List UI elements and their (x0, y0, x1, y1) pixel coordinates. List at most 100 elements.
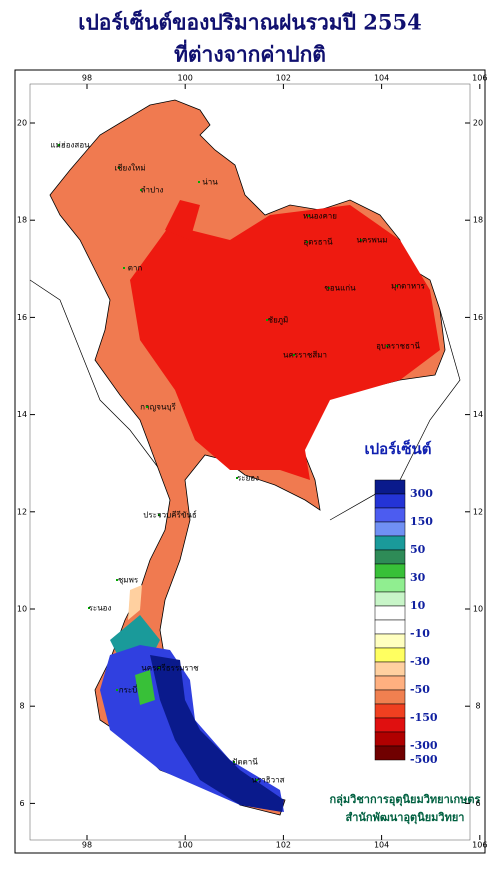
legend-label: 300 (410, 487, 433, 500)
station-dot (58, 144, 60, 146)
lon-tick-label: 98 (82, 841, 92, 850)
region-green (135, 670, 155, 705)
place-label: นราธิวาส (251, 776, 284, 785)
place-label: กาญจนบุรี (140, 403, 176, 412)
map-inner-frame (29, 83, 471, 841)
place-label: นครราชสีมา (283, 351, 327, 360)
legend-swatch (374, 731, 406, 747)
place-label: เชียงใหม่ (114, 164, 145, 173)
station-dot (198, 181, 200, 183)
station-dot (306, 241, 308, 243)
station-dot (308, 215, 310, 217)
lat-tick-label: 12 (17, 507, 27, 516)
lat-tick-label: 18 (473, 216, 483, 225)
legend-swatch (374, 563, 406, 579)
place-label: หนองคาย (303, 212, 337, 221)
legend-swatch (374, 591, 406, 607)
region-navy (150, 655, 284, 812)
place-label: ลำปาง (141, 186, 164, 195)
legend-swatch (374, 717, 406, 733)
lon-tick-label: 104 (374, 841, 389, 850)
legend-label: 50 (410, 543, 426, 556)
legend-label: 10 (410, 599, 426, 612)
place-label: ขอนแก่น (324, 284, 356, 293)
legend-label: -50 (410, 683, 430, 696)
place-label: มุกดาหาร (391, 282, 426, 291)
legend-swatch (374, 605, 406, 621)
station-dot (116, 689, 118, 691)
lat-tick-label: 14 (473, 410, 483, 419)
lat-tick-label: 14 (17, 410, 27, 419)
station-dot (386, 345, 388, 347)
place-label: ประจวบคีรีขันธ์ (143, 510, 197, 520)
legend-swatch (374, 619, 406, 635)
station-dot (88, 607, 90, 609)
lon-tick-label: 100 (178, 841, 193, 850)
place-label: ระยอง (237, 474, 259, 483)
legend-label: -500 (410, 753, 438, 766)
title-line: ที่ต่างจากค่าปกติ (174, 39, 326, 67)
lon-tick-label: 100 (178, 74, 193, 83)
region-red (130, 205, 440, 480)
legend-label: 150 (410, 515, 433, 528)
border-line (29, 279, 161, 471)
lon-tick-label: 106 (472, 841, 487, 850)
title-line: เปอร์เซ็นต์ของปริมาณฝนรวมปี 2554 (78, 9, 421, 35)
legend-swatch (374, 703, 406, 719)
station-dot (256, 779, 258, 781)
lon-tick-label: 98 (82, 74, 92, 83)
lon-tick-label: 102 (276, 74, 291, 83)
lon-tick-label: 106 (472, 74, 487, 83)
station-dot (360, 239, 362, 241)
legend-swatch (374, 479, 406, 495)
station-dot (328, 287, 330, 289)
station-dot (123, 267, 125, 269)
legend-label: -300 (410, 739, 438, 752)
region-peach (128, 585, 142, 620)
legend-swatch (374, 745, 406, 761)
legend-swatch (374, 521, 406, 537)
credit-line: สำนักพัฒนาอุตุนิยมวิทยา (346, 811, 465, 825)
place-label: น่าน (202, 178, 218, 187)
legend-swatch (374, 549, 406, 565)
legend-swatch (374, 633, 406, 649)
station-dot (116, 579, 118, 581)
legend-label: -30 (410, 655, 430, 668)
lat-tick-label: 6 (475, 799, 480, 808)
lat-tick-label: 10 (17, 605, 27, 614)
place-label: นครศรีธรรมราช (141, 664, 199, 673)
lat-tick-label: 18 (17, 216, 27, 225)
place-label: แม่ฮ่องสอน (50, 141, 90, 150)
station-dot (140, 189, 142, 191)
place-label: นครพนม (356, 236, 387, 245)
place-label: ชัยภูมิ (268, 316, 289, 326)
legend-label: -10 (410, 627, 430, 640)
place-label: กระบี่ (119, 684, 138, 695)
station-dot (118, 167, 120, 169)
lon-tick-label: 104 (374, 74, 389, 83)
place-label: อุบลราชธานี (376, 342, 420, 351)
lat-tick-label: 6 (19, 799, 24, 808)
lat-tick-label: 16 (473, 313, 483, 322)
legend-swatch (374, 507, 406, 523)
lat-tick-label: 10 (473, 605, 483, 614)
station-dot (158, 667, 160, 669)
lat-tick-label: 12 (473, 507, 483, 516)
legend-title: เปอร์เซ็นต์ (364, 439, 431, 458)
place-label: อุดรธานี (303, 238, 333, 247)
place-label: ชุมพร (118, 576, 139, 585)
station-dot (266, 319, 268, 321)
station-dot (396, 285, 398, 287)
lat-tick-label: 20 (473, 119, 483, 128)
lat-tick-label: 20 (17, 119, 27, 128)
legend-swatch (374, 661, 406, 677)
legend-swatch (374, 493, 406, 509)
station-dot (146, 406, 148, 408)
legend-swatch (374, 647, 406, 663)
legend-swatch (374, 689, 406, 705)
legend-swatch (374, 535, 406, 551)
place-label: ปัตตานี (232, 758, 258, 767)
station-dot (236, 477, 238, 479)
place-label: ตาก (128, 264, 143, 273)
